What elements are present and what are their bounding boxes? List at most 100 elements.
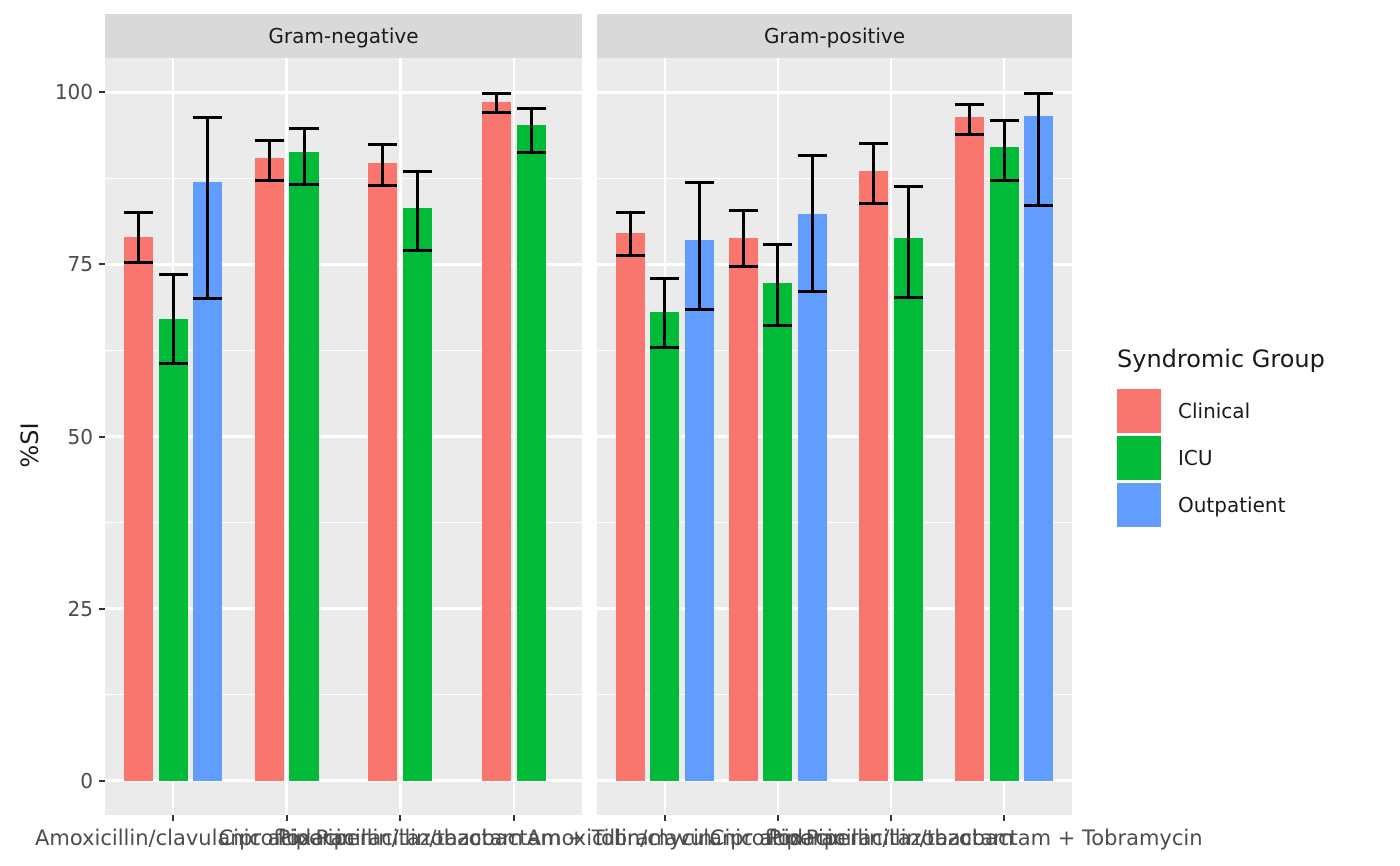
bar-clinical [123, 236, 154, 781]
error-bar-line [872, 143, 876, 204]
error-bar-cap-top [123, 210, 154, 214]
error-bar-cap-top [1024, 91, 1054, 95]
x-tick-label: Ciprofloxacin [709, 826, 847, 850]
error-bar-cap-bottom [289, 183, 319, 187]
y-tick-label: 25 [67, 596, 93, 621]
error-bar-line [906, 186, 910, 298]
error-bar-cap-bottom [893, 295, 923, 299]
x-tick-label: Piperacillin/tazobactam + Tobramycin [315, 826, 713, 850]
error-bar-cap-top [893, 185, 923, 189]
bar-clinical [955, 117, 985, 781]
major-gridline-x [399, 58, 402, 815]
legend-item-clinical: Clinical [1117, 389, 1325, 433]
legend-item-outpatient: Outpatient [1117, 483, 1325, 527]
error-bar-cap-bottom [1024, 204, 1054, 208]
x-tick-label: Piperacillin/tazobactam [277, 826, 523, 850]
major-gridline [105, 263, 582, 266]
error-bar-cap-top [728, 209, 758, 213]
y-axis-tick [99, 779, 105, 782]
error-bar-cap-bottom [763, 324, 793, 328]
error-bar-line [1037, 93, 1041, 206]
minor-gridline [597, 693, 1072, 696]
bar-outpatient [1024, 115, 1054, 781]
error-bar-line [171, 274, 175, 364]
error-bar-line [663, 278, 667, 348]
y-axis-tick [99, 607, 105, 610]
error-bar-cap-top [254, 139, 284, 143]
bar-icu [516, 125, 546, 781]
error-bar-cap-bottom [368, 183, 398, 187]
facet-strip-gram-positive: Gram-positive [597, 14, 1072, 58]
error-bar-cap-top [158, 272, 188, 276]
major-gridline [105, 779, 582, 782]
minor-gridline [105, 693, 582, 696]
error-bar-cap-top [684, 181, 714, 185]
error-bar-cap-top [797, 153, 827, 157]
error-bar-cap-bottom [797, 289, 827, 293]
error-bar-cap-bottom [684, 308, 714, 312]
error-bar-line [416, 171, 420, 251]
legend-item-icu: ICU [1117, 436, 1325, 480]
facet-strip-label: Gram-negative [268, 24, 419, 48]
error-bar-cap-top [516, 106, 546, 110]
error-bar-cap-top [650, 276, 680, 280]
major-gridline [597, 607, 1072, 610]
error-bar-cap-top [368, 142, 398, 146]
error-bar-line [628, 212, 632, 256]
major-gridline [597, 91, 1072, 94]
legend-label: Outpatient [1178, 493, 1286, 517]
major-gridline-x [512, 58, 516, 815]
bar-icu [289, 152, 319, 781]
error-bar-cap-bottom [158, 362, 188, 366]
legend-swatch-icu [1117, 436, 1161, 480]
error-bar-cap-bottom [123, 260, 154, 264]
minor-gridline [597, 521, 1072, 524]
x-axis-tick [1003, 815, 1006, 821]
legend-title: Syndromic Group [1117, 345, 1325, 373]
error-bar-cap-bottom [728, 265, 758, 269]
facet-strip-gram-negative: Gram-negative [105, 14, 582, 58]
bar-icu [158, 318, 188, 781]
y-tick-label: 0 [80, 768, 93, 793]
error-bar-line [267, 140, 271, 181]
major-gridline [597, 435, 1072, 438]
error-bar-line [137, 212, 140, 263]
bar-icu [989, 147, 1019, 781]
error-bar-line [697, 182, 701, 310]
error-bar-line [968, 104, 972, 135]
x-axis-tick [285, 815, 288, 821]
error-bar-cap-top [615, 211, 645, 215]
error-bar-line [495, 93, 499, 113]
error-bar-cap-top [403, 170, 433, 174]
error-bar-line [381, 144, 385, 186]
bar-icu [403, 208, 433, 781]
error-bar-cap-top [482, 92, 512, 96]
error-bar-cap-bottom [516, 150, 546, 154]
bar-outpatient [684, 240, 714, 781]
minor-gridline [105, 521, 582, 524]
error-bar-cap-bottom [403, 249, 433, 253]
error-bar-cap-bottom [193, 296, 223, 300]
facet-strip-label: Gram-positive [763, 24, 906, 48]
error-bar-cap-top [763, 242, 793, 246]
error-bar-line [741, 210, 745, 267]
panel-gram-negative [105, 58, 582, 815]
error-bar-cap-top [989, 119, 1019, 123]
major-gridline [105, 435, 582, 438]
legend-swatch-clinical [1117, 389, 1161, 433]
x-axis-tick [512, 815, 515, 821]
bar-clinical [859, 170, 889, 781]
y-axis-tick [99, 263, 105, 266]
y-tick-label: 50 [67, 424, 93, 449]
y-axis-tick [99, 91, 105, 94]
x-tick-label: Ciprofloxacin [218, 826, 355, 850]
x-tick-label: Amoxicillin/clavulanic acid [35, 826, 312, 850]
major-gridline [105, 91, 582, 94]
legend-label: Clinical [1178, 399, 1251, 423]
minor-gridline [597, 177, 1072, 180]
bar-icu [893, 237, 923, 781]
bar-clinical [615, 232, 645, 781]
error-bar-line [529, 108, 533, 153]
panel-gram-positive [597, 58, 1072, 815]
y-tick-label: 75 [67, 252, 93, 277]
